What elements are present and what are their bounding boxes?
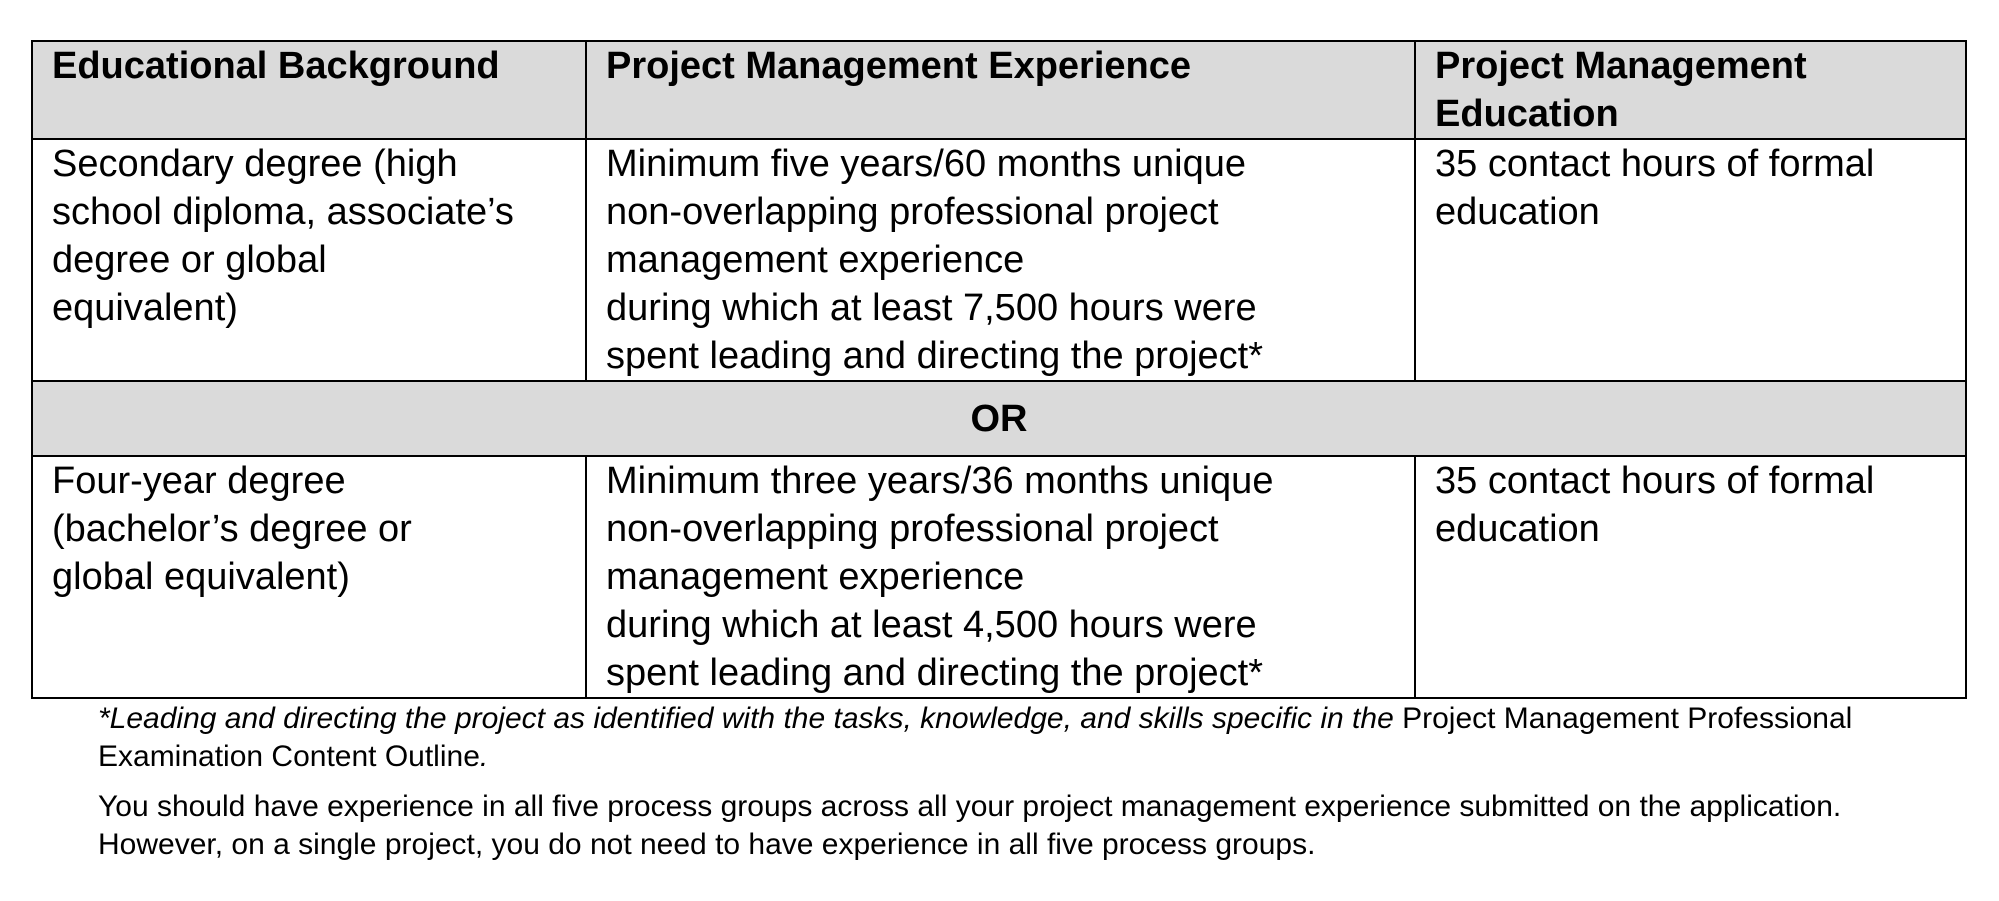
table-header-row: Educational Background Project Managemen… xyxy=(30,40,1967,140)
cell-experience-secondary: Minimum five years/60 months unique non-… xyxy=(585,138,1417,382)
or-divider-label: OR xyxy=(31,380,1967,457)
cell-education-secondary: Secondary degree (high school diploma, a… xyxy=(30,138,588,382)
table-row-four-year-degree: Four-year degree (bachelor’s degree or g… xyxy=(30,455,1967,699)
footnote-italic-text: *Leading and directing the project as id… xyxy=(98,702,1403,735)
cell-experience-four-year: Minimum three years/36 months unique non… xyxy=(585,455,1417,699)
header-educational-background: Educational Background xyxy=(30,40,588,140)
footnote-period: . xyxy=(479,740,489,773)
cell-pm-education-secondary: 35 contact hours of formal education xyxy=(1414,138,1967,382)
table-notes: *Leading and directing the project as id… xyxy=(98,700,1958,864)
process-groups-note: You should have experience in all five p… xyxy=(98,790,1842,861)
table-row-secondary-degree: Secondary degree (high school diploma, a… xyxy=(30,138,1967,382)
eligibility-requirements-table: Educational Background Project Managemen… xyxy=(30,40,1967,699)
header-pm-experience: Project Management Experience xyxy=(585,40,1417,140)
or-divider-row: OR xyxy=(31,380,1967,457)
cell-pm-education-four-year: 35 contact hours of formal education xyxy=(1414,455,1967,699)
footnote-outline-title: Project Management Professional Examinat… xyxy=(98,702,1853,773)
footnote-leading-directing: *Leading and directing the project as id… xyxy=(98,700,1958,776)
cell-education-four-year: Four-year degree (bachelor’s degree or g… xyxy=(30,455,588,699)
header-pm-education: Project Management Education xyxy=(1414,40,1967,140)
